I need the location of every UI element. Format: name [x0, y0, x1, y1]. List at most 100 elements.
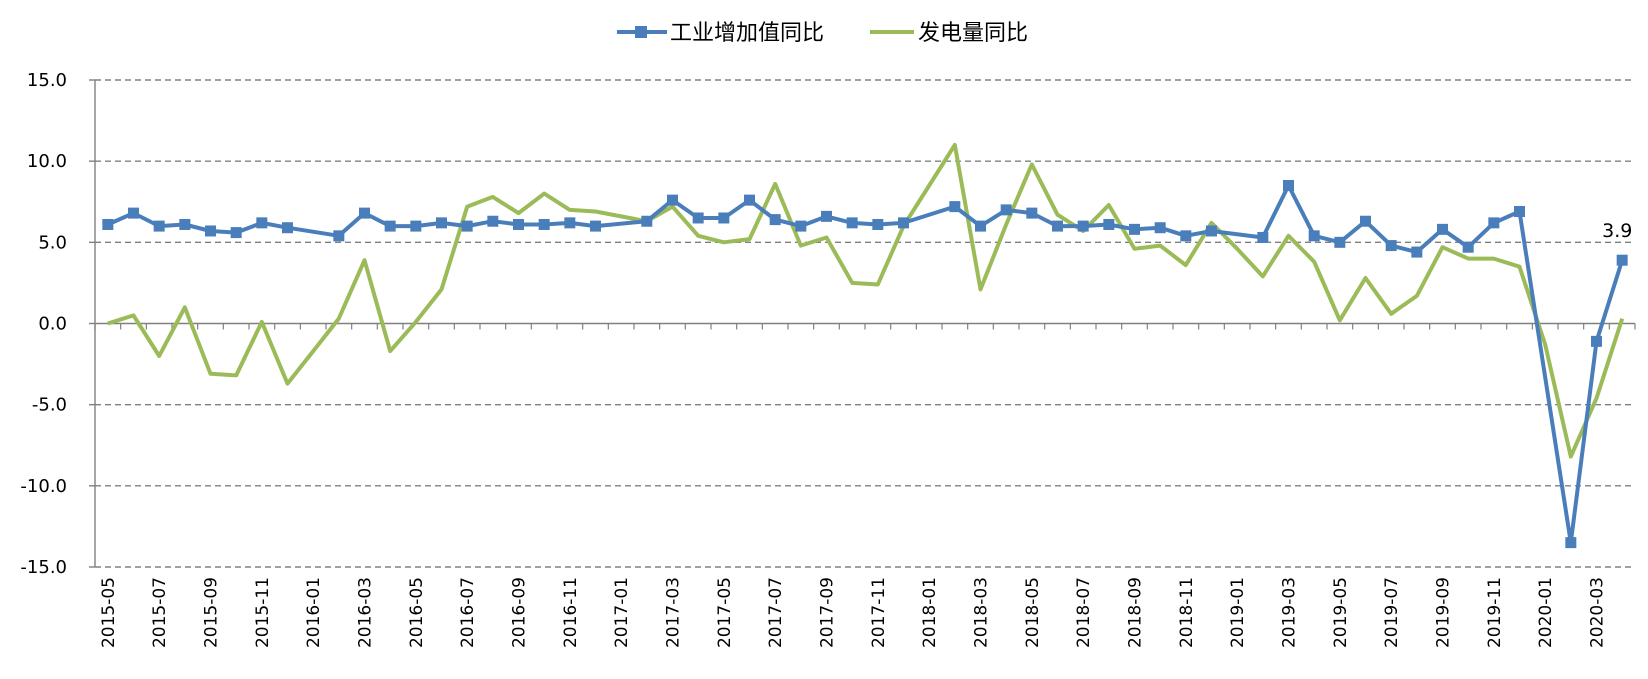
grid [95, 79, 1635, 568]
x-tick-label: 2020-03 [1588, 577, 1608, 648]
industrial-point [1437, 223, 1448, 235]
x-tick-label: 2020-01 [1536, 577, 1556, 648]
industrial-point [1206, 225, 1217, 237]
x-tick-label: 2015-09 [202, 577, 222, 648]
industrial-point [1591, 335, 1602, 347]
industrial-point [1052, 220, 1063, 232]
x-tick-label: 2018-11 [1177, 577, 1197, 648]
industrial-point [1565, 537, 1577, 549]
industrial-point [692, 212, 704, 224]
x-tick-label: 2016-09 [510, 577, 530, 648]
x-tick-label: 2019-11 [1485, 577, 1505, 648]
x-tick-label: 2017-11 [869, 577, 889, 648]
industrial-point [641, 215, 653, 227]
industrial-point [1000, 204, 1012, 216]
x-tick-label: 2017-05 [715, 577, 735, 648]
x-tick-label: 2019-09 [1434, 577, 1454, 648]
industrial-point [1462, 241, 1474, 253]
x-tick-label: 2015-07 [150, 577, 170, 648]
industrial-point [1514, 205, 1525, 217]
data-labels: 3.9 [1602, 220, 1632, 242]
industrial-point [1283, 180, 1294, 192]
industrial-point [590, 220, 601, 232]
industrial-point [128, 207, 139, 219]
industrial-point [718, 212, 730, 224]
x-tick-label: 2017-03 [664, 577, 684, 648]
industrial-point [461, 220, 473, 232]
legend-label-power: 发电量同比 [918, 21, 1028, 46]
industrial-point [667, 194, 678, 206]
data-label: 3.9 [1602, 220, 1632, 242]
industrial-point [898, 217, 909, 229]
x-tick-label: 2019-03 [1280, 577, 1300, 648]
industrial-point [487, 215, 499, 227]
x-tick-label: 2016-11 [561, 577, 581, 648]
industrial-point [230, 227, 242, 239]
y-axis: 15.0 10.0 5.0 0.0 -5.0 -10.0 -15.0 [20, 70, 96, 578]
industrial-point [333, 230, 345, 242]
industrial-point [1616, 254, 1628, 266]
industrial-point [949, 201, 961, 213]
x-tick-label: 2015-05 [99, 577, 119, 648]
industrial-point [1103, 218, 1115, 230]
power-line [107, 142, 1625, 459]
industrial-point [1257, 231, 1269, 243]
y-tick-label: 0.0 [38, 314, 67, 335]
industrial-point [384, 220, 396, 232]
x-tick-label: 2016-07 [458, 577, 478, 648]
industrial-point [872, 218, 884, 230]
x-tick-label: 2018-07 [1074, 577, 1094, 648]
y-tick-label: -10.0 [20, 476, 67, 497]
y-tick-label: 5.0 [38, 232, 67, 253]
x-tick-label: 2018-01 [920, 577, 940, 648]
x-tick-label: 2015-11 [253, 577, 273, 648]
series-industrial-value-added [102, 180, 1628, 549]
industrial-point [1385, 240, 1397, 252]
industrial-point [1360, 215, 1371, 227]
y-tick-label: 15.0 [27, 70, 67, 91]
industrial-point [282, 222, 293, 234]
industrial-point [1129, 223, 1140, 235]
x-tick-label: 2017-09 [818, 577, 838, 648]
industrial-point [564, 217, 576, 229]
industrial-point [256, 217, 268, 229]
y-tick-label: -15.0 [20, 557, 67, 578]
industrial-point [744, 194, 755, 206]
industrial-point [846, 217, 858, 229]
x-tick-label: 2018-03 [972, 577, 992, 648]
x-tick-label: 2017-07 [766, 577, 786, 648]
industrial-point [359, 207, 370, 219]
series-power-generation [107, 142, 1625, 459]
industrial-point [410, 220, 422, 232]
x-axis: 2015-05 2015-07 2015-09 2015-11 2016-01 2016-… [94, 322, 1636, 648]
industrial-point [102, 218, 114, 230]
industrial-point [1411, 246, 1423, 258]
legend: 工业增加值同比 发电量同比 [617, 21, 1028, 46]
industrial-point [1308, 230, 1320, 242]
legend-label-industrial: 工业增加值同比 [670, 21, 824, 46]
industrial-point [1488, 217, 1500, 229]
x-tick-label: 2019-07 [1382, 577, 1402, 648]
x-tick-label: 2019-01 [1228, 577, 1248, 648]
industrial-point [179, 218, 191, 230]
industrial-point [538, 218, 550, 230]
x-tick-label: 2019-05 [1331, 577, 1351, 648]
industrial-point [1334, 236, 1346, 248]
industrial-point [205, 225, 216, 237]
x-tick-label: 2016-05 [407, 577, 427, 648]
x-tick-label: 2016-03 [356, 577, 376, 648]
y-tick-label: 10.0 [27, 151, 67, 172]
industrial-point [1026, 207, 1038, 219]
x-tick-label: 2016-01 [304, 577, 324, 648]
x-tick-label: 2018-05 [1023, 577, 1043, 648]
industrial-point [436, 217, 447, 229]
industrial-point [795, 220, 807, 232]
legend-marker-industrial [635, 26, 647, 38]
industrial-point [769, 214, 781, 226]
industrial-point [1077, 220, 1089, 232]
x-tick-label: 2018-09 [1126, 577, 1146, 648]
industrial-point [1180, 230, 1192, 242]
x-tick-label: 2017-01 [612, 577, 632, 648]
industrial-point [1154, 222, 1166, 234]
